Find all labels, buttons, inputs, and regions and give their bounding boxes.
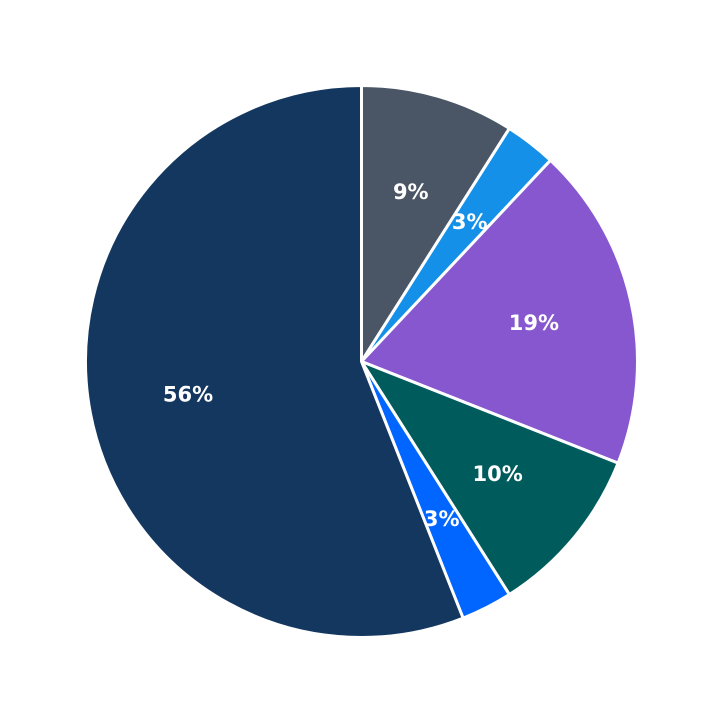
pie-slices	[84, 84, 639, 639]
pie-slice-1	[360, 84, 511, 363]
pie-slice-label-6: 56%	[163, 383, 213, 407]
pie-labels: 9% 3% 19% 10% 3% 56%	[163, 180, 559, 531]
pie-slice-6	[84, 84, 465, 639]
pie-slice-label-2: 3%	[452, 210, 488, 234]
pie-slice-label-3: 19%	[509, 311, 559, 335]
pie-slice-label-4: 10%	[472, 462, 522, 486]
pie-slice-label-1: 9%	[393, 180, 429, 204]
pie-slice-label-5: 3%	[424, 507, 460, 531]
pie-slice-4	[360, 360, 620, 597]
